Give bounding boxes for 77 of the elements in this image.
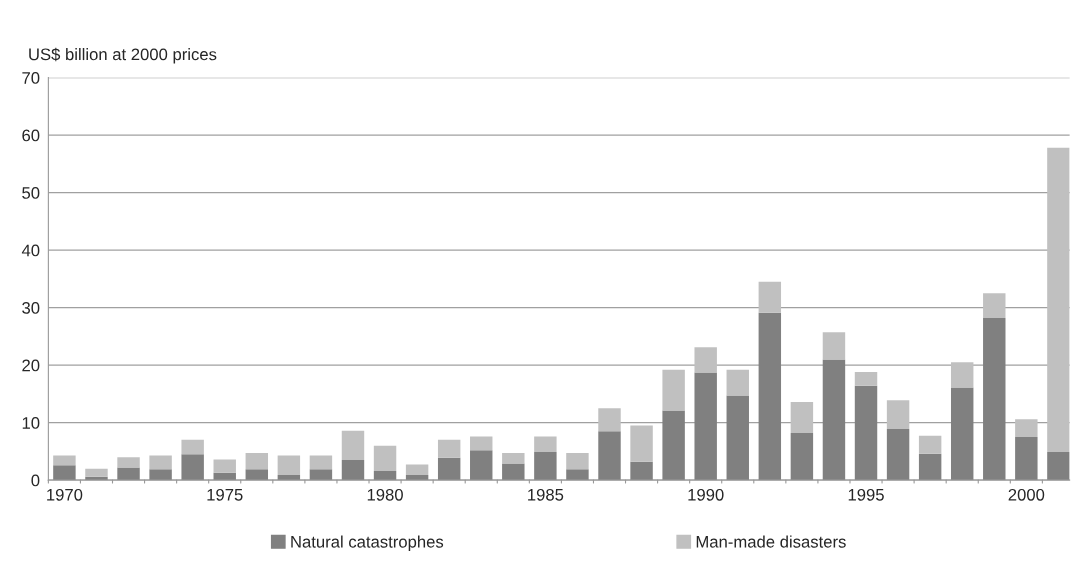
- bar: [1015, 437, 1038, 481]
- x-tick-label: 1990: [688, 488, 724, 501]
- bar: [726, 369, 749, 396]
- bar: [630, 461, 653, 481]
- bar: [85, 468, 108, 477]
- bar: [373, 445, 397, 471]
- bar: [1015, 419, 1038, 437]
- bar: [181, 439, 204, 455]
- bar: [534, 451, 557, 481]
- y-tick-label: 30: [22, 302, 40, 314]
- legend-label: Natural catastrophes: [291, 535, 444, 551]
- bar: [149, 469, 172, 481]
- bar: [694, 347, 717, 373]
- x-tick-label: 1975: [207, 488, 243, 501]
- bar: [822, 359, 846, 481]
- bar: [245, 469, 269, 481]
- bar: [854, 372, 878, 386]
- legend-label: Man-made disasters: [696, 535, 846, 548]
- bar: [983, 317, 1006, 481]
- bar: [437, 439, 461, 458]
- bar: [694, 372, 717, 481]
- bar: [983, 293, 1006, 318]
- bar: [502, 453, 525, 464]
- bar: [213, 459, 236, 473]
- y-tick-label: 10: [22, 417, 40, 429]
- bar: [502, 463, 525, 481]
- bar: [309, 469, 333, 481]
- x-tick-label: 1970: [47, 488, 83, 501]
- bar: [918, 435, 942, 454]
- bar: [662, 369, 685, 411]
- bar: [566, 469, 589, 481]
- bar: [53, 465, 76, 481]
- bar: [117, 467, 140, 481]
- x-tick-label: 1985: [528, 488, 564, 501]
- y-tick-label: 0: [31, 474, 40, 487]
- bar: [405, 464, 429, 475]
- bar: [726, 395, 749, 481]
- bar: [53, 455, 76, 466]
- bar: [790, 401, 814, 433]
- bar: [918, 453, 942, 481]
- bar: [950, 387, 974, 481]
- bar: [277, 455, 301, 475]
- bar: [534, 436, 557, 452]
- bar: [1047, 451, 1070, 481]
- x-tick-label: 1995: [848, 488, 884, 501]
- bar: [341, 460, 365, 481]
- bar: [886, 400, 910, 429]
- y-tick-label: 20: [22, 359, 40, 372]
- bar: [854, 385, 878, 481]
- bar: [566, 453, 589, 470]
- bar: [245, 453, 269, 470]
- y-tick-label: 50: [22, 187, 40, 199]
- bar: [181, 454, 204, 481]
- bar: [341, 430, 365, 460]
- bar: [149, 455, 172, 470]
- x-tick-label: 1980: [367, 488, 403, 501]
- bar: [598, 408, 621, 432]
- y-tick-label: 60: [22, 129, 40, 142]
- x-tick-label: 2000: [1008, 488, 1045, 501]
- bar: [437, 457, 461, 481]
- y-axis-title: US$ billion at 2000 prices: [29, 47, 217, 64]
- bar: [758, 312, 782, 481]
- bar: [886, 428, 910, 481]
- bar: [598, 431, 621, 481]
- bar: [758, 281, 782, 313]
- y-tick-label: 40: [21, 244, 40, 257]
- bar: [117, 457, 140, 468]
- bar: [790, 432, 814, 481]
- bar: [1047, 147, 1070, 452]
- bar: [309, 455, 333, 470]
- bar: [822, 332, 846, 360]
- bar: [950, 362, 974, 388]
- bar: [470, 436, 493, 451]
- bar: [662, 410, 685, 481]
- bar: [630, 425, 653, 462]
- y-tick-label: 70: [22, 72, 40, 84]
- bar: [470, 450, 493, 481]
